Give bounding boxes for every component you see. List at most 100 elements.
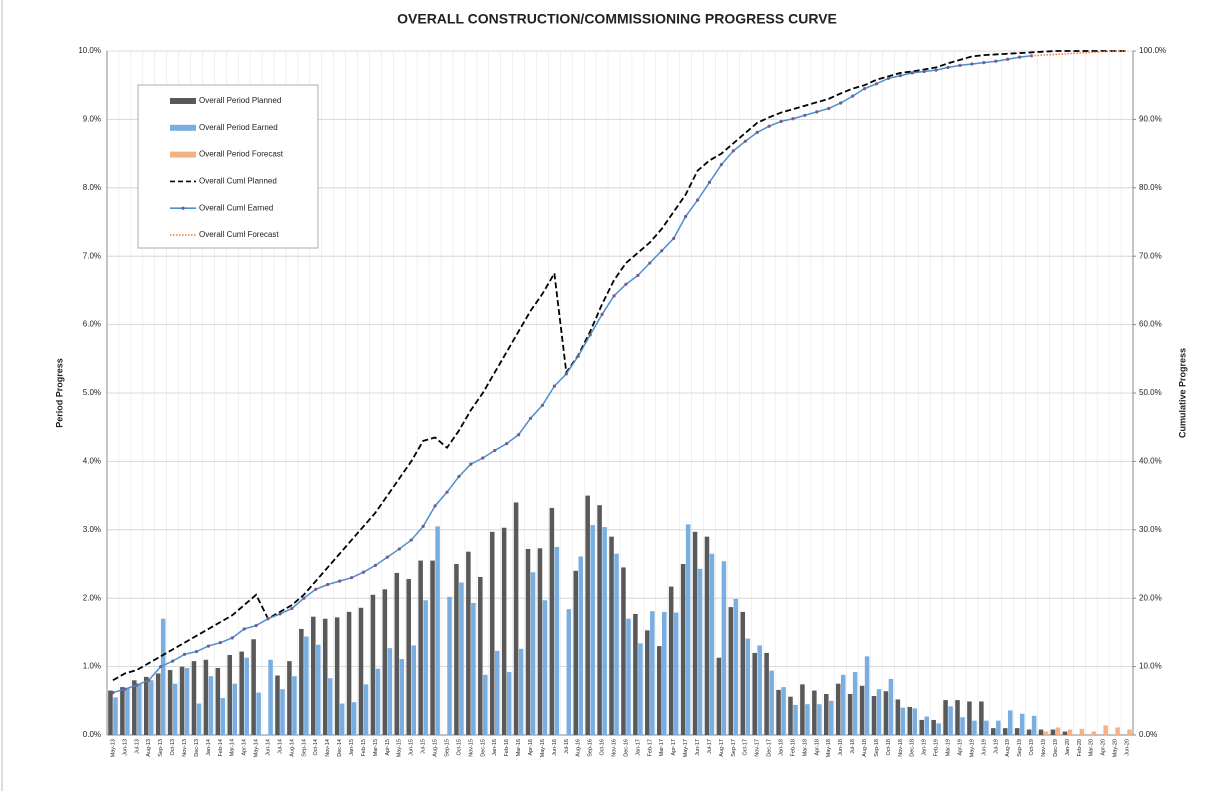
x-tick-label: Aug-17 <box>719 739 725 757</box>
x-tick-label: May-18 <box>826 739 832 757</box>
bar <box>673 612 679 735</box>
x-tick-label: Sep-18 <box>874 739 880 757</box>
line-marker <box>707 180 712 184</box>
bar <box>184 667 190 735</box>
line-marker <box>242 627 246 631</box>
bar <box>447 596 452 735</box>
bar <box>824 693 829 735</box>
x-tick-label: Apr-17 <box>671 739 677 756</box>
bar <box>227 654 233 735</box>
bar <box>1115 727 1120 735</box>
line-marker <box>421 524 425 528</box>
line-marker <box>314 587 318 591</box>
bar <box>208 676 214 735</box>
legend-swatch <box>170 151 196 158</box>
line-marker <box>851 94 855 98</box>
bar <box>120 687 125 735</box>
bar <box>1031 715 1037 735</box>
bar <box>399 659 405 735</box>
line-marker <box>982 61 986 65</box>
x-tick-label: Feb-17 <box>647 739 653 756</box>
x-tick-label: Jun-17 <box>695 739 701 756</box>
bar <box>351 702 357 735</box>
line-marker <box>815 110 819 114</box>
bar <box>614 553 619 735</box>
bar <box>304 636 309 735</box>
x-tick-label: Mar-18 <box>802 739 808 756</box>
bar <box>411 645 416 735</box>
x-tick-label: Jul-14 <box>277 739 283 754</box>
bar <box>454 564 459 735</box>
bar <box>835 683 841 735</box>
bar <box>1026 729 1032 735</box>
bar <box>483 674 488 735</box>
y-tick-label: 2.0% <box>83 593 101 602</box>
line-marker <box>946 65 950 70</box>
bar <box>573 570 579 735</box>
bar <box>924 716 929 735</box>
bar <box>423 600 428 735</box>
y2-tick-label: 50.0% <box>1139 388 1162 397</box>
x-tick-label: Sep-15 <box>444 739 450 757</box>
line-marker <box>505 442 509 446</box>
bar <box>638 643 643 735</box>
y-tick-label: 4.0% <box>83 457 101 466</box>
bar <box>895 699 901 735</box>
x-tick-label: Sep-16 <box>588 739 594 757</box>
legend-marker <box>181 206 185 210</box>
bar <box>179 666 185 735</box>
bar <box>542 600 548 735</box>
x-tick-label: Oct-19 <box>1029 739 1035 756</box>
bar <box>764 652 769 735</box>
x-tick-label: Aug-13 <box>146 739 152 757</box>
line-marker <box>648 261 652 265</box>
y-tick-label: 5.0% <box>83 388 101 397</box>
bar <box>668 586 674 735</box>
bar <box>1038 729 1044 735</box>
x-tick-label: Nov-16 <box>611 739 617 757</box>
x-tick-label: May-19 <box>969 739 975 757</box>
line-marker <box>660 249 664 253</box>
line-marker <box>994 59 998 63</box>
line-marker <box>922 69 926 74</box>
y-tick-label: 7.0% <box>83 251 101 260</box>
bar <box>1019 713 1025 735</box>
line-marker <box>230 636 234 640</box>
bar <box>919 719 924 735</box>
y2-axis-label: Cumulative Progress <box>1177 348 1187 438</box>
x-tick-label: Jul-19 <box>993 739 999 754</box>
x-tick-label: Aug-18 <box>862 739 868 757</box>
bar <box>793 704 798 735</box>
bar <box>435 526 440 735</box>
x-tick-label: Jul-13 <box>134 739 140 754</box>
y-tick-label: 1.0% <box>83 662 101 671</box>
bar <box>728 607 734 735</box>
line-marker <box>481 456 485 460</box>
x-tick-label: Nov-14 <box>325 739 331 757</box>
y2-tick-label: 10.0% <box>1139 662 1162 671</box>
bar <box>287 661 292 735</box>
bar <box>316 644 321 735</box>
line-marker <box>1018 55 1022 59</box>
bar <box>847 693 853 735</box>
y2-tick-label: 90.0% <box>1139 115 1162 124</box>
bar <box>549 507 555 735</box>
line-marker <box>958 63 962 67</box>
x-tick-label: Dec-17 <box>767 739 773 757</box>
bar <box>406 579 411 735</box>
x-tick-label: Dec-18 <box>910 739 916 757</box>
line-marker <box>111 690 115 695</box>
bar <box>537 548 543 735</box>
x-tick-label: Sep-17 <box>731 739 737 757</box>
line-marker <box>326 582 330 587</box>
x-tick-label: Feb-14 <box>218 739 224 756</box>
bar <box>931 719 936 735</box>
x-tick-label: Jun-14 <box>266 739 272 756</box>
line-marker <box>755 130 759 134</box>
line-marker <box>278 612 282 616</box>
x-tick-label: Aug-16 <box>576 739 582 757</box>
bar <box>1067 729 1073 735</box>
y2-tick-label: 60.0% <box>1139 320 1162 329</box>
line <box>112 50 1128 682</box>
line-marker <box>493 448 497 453</box>
